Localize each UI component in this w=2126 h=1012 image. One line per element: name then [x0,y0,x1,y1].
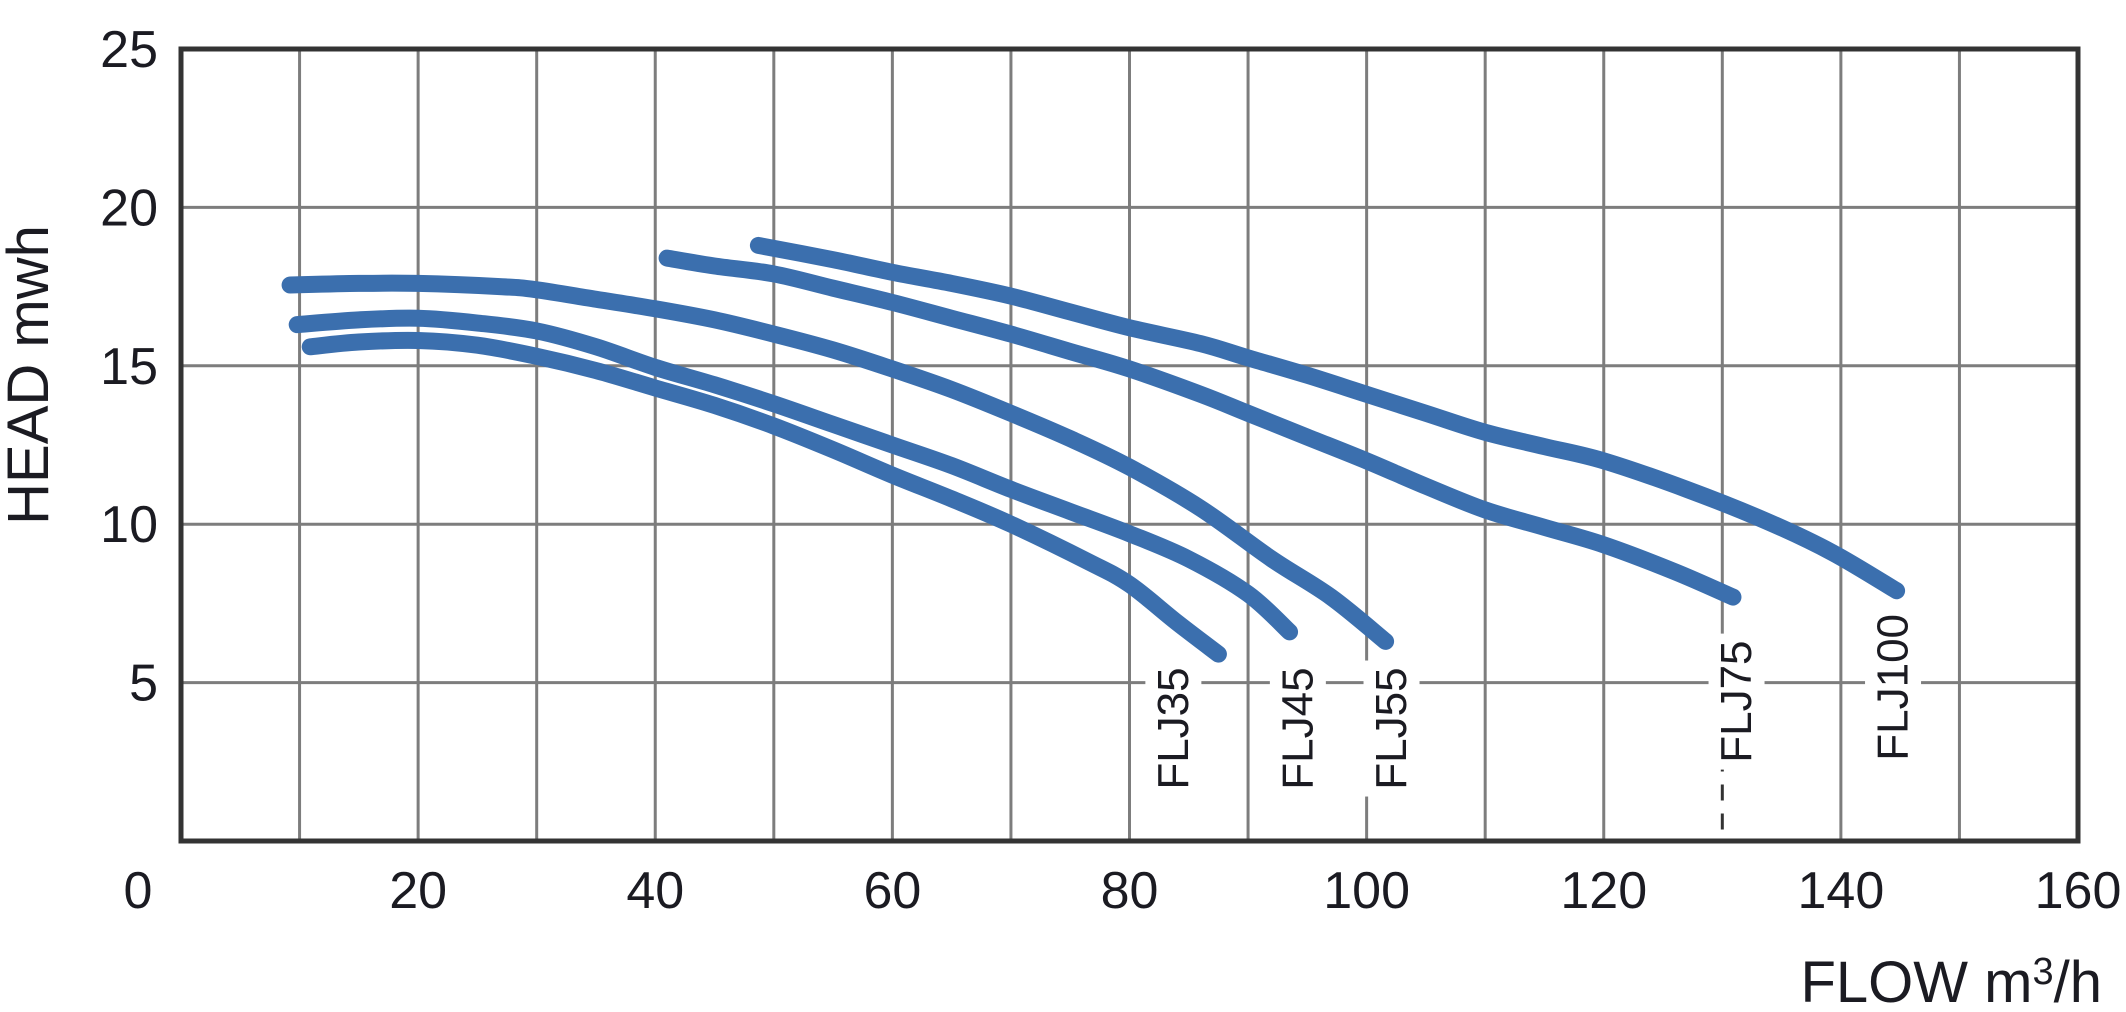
y-tick-20: 20 [100,179,158,237]
curve-label-box-FLJ55 [1363,660,1420,797]
x-tick-40: 40 [626,862,684,920]
y-tick-5: 5 [129,655,158,713]
y-tick-25: 25 [100,21,158,79]
x-tick-160: 160 [2035,862,2122,920]
curve-label-box-FLJ45 [1269,660,1326,797]
x-tick-0: 0 [124,862,153,920]
x-tick-20: 20 [389,862,447,920]
x-tick-60: 60 [863,862,921,920]
tick-labels-layer: 0 20 40 60 80 100 120 140 160 5 10 15 20 25 [100,21,2121,920]
y-tick-10: 10 [100,496,158,554]
curve-FLJ45 [288,309,1299,641]
curve-label-FLJ55: FLJ55 [1367,667,1416,789]
curve-labels-layer: FLJ35 FLJ45 FLJ55 FLJ75 FLJ100 [1145,607,1922,797]
curves-layer [281,236,1906,663]
x-tick-100: 100 [1323,862,1410,920]
y-tick-15: 15 [100,338,158,396]
y-axis-title: HEAD mwh [0,225,61,525]
x-tick-80: 80 [1101,862,1159,920]
curve-FLJ75 [658,249,1742,606]
curve-FLJ35 [301,331,1227,663]
curve-FLJ55 [281,274,1395,650]
curve-FLJ100 [749,236,1906,600]
curve-label-box-FLJ75 [1708,633,1765,770]
x-axis-title: FLOW m3/h [1801,950,2103,1012]
plot-border [178,46,2081,844]
grid-layer [181,49,2078,841]
curve-label-FLJ100: FLJ100 [1869,614,1918,761]
curve-label-FLJ45: FLJ45 [1273,667,1322,789]
curve-label-FLJ75: FLJ75 [1712,640,1761,762]
x-tick-140: 140 [1797,862,1884,920]
curve-label-FLJ35: FLJ35 [1149,667,1198,789]
curve-label-box-FLJ100 [1865,607,1922,768]
x-tick-120: 120 [1560,862,1647,920]
curve-label-box-FLJ35 [1145,660,1202,797]
plot-frame [178,46,2081,844]
